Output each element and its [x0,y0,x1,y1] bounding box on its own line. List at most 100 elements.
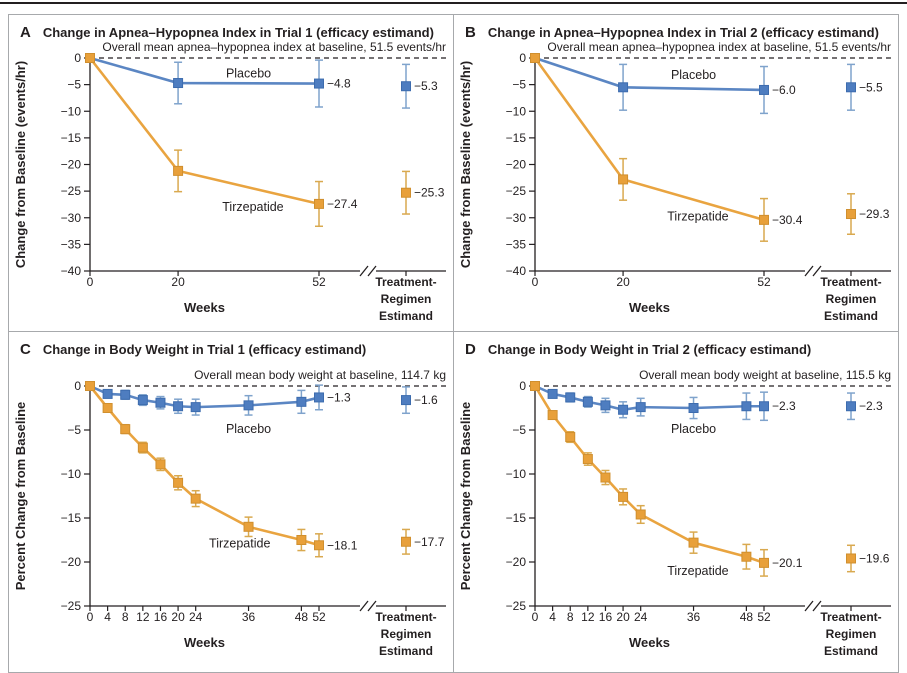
chart-a: Overall mean apnea–hypopnea index at bas… [13,40,446,323]
baseline-annotation: Overall mean apnea–hypopnea index at bas… [102,40,446,54]
panel-b-title: B Change in Apnea–Hypopnea Index in Trial… [465,24,879,41]
placebo-estimand-value-label: −1.6 [414,393,438,407]
x-tick-label: 12 [581,610,595,624]
y-tick-label: −25 [61,184,82,198]
x-tick-label: 0 [532,275,539,289]
y-tick-label: −20 [506,158,527,172]
x-tick-label: 4 [104,610,111,624]
y-tick-label: 0 [74,379,81,393]
y-tick-label: −30 [61,211,82,225]
y-tick-label: 0 [519,51,526,65]
x-tick-label: 12 [136,610,150,624]
tirzepatide-marker [618,491,629,502]
baseline-annotation: Overall mean apnea–hypopnea index at bas… [547,40,891,54]
x-tick-label: 0 [87,610,94,624]
tirzepatide-marker [618,174,629,185]
tirzepatide-marker [741,551,752,562]
x-tick-label: 48 [295,610,309,624]
placebo-line [534,384,764,412]
x-tick-label: 20 [171,610,185,624]
baseline-annotation: Overall mean body weight at baseline, 11… [639,368,891,382]
tirzepatide-marker [85,53,95,63]
tirzepatide-value-label: −20.1 [772,556,803,570]
baseline-annotation: Overall mean body weight at baseline, 11… [194,368,446,382]
y-tick-label: −5 [67,423,81,437]
placebo-value-label: −6.0 [772,83,796,97]
tirzepatide-marker [155,459,166,470]
tirzepatide-marker [296,535,307,545]
estimand-axis-label: Treatment- [375,275,436,289]
y-tick-label: 0 [519,379,526,393]
placebo-series-label: Placebo [671,68,716,82]
placebo-marker [741,401,752,412]
tirzepatide-marker [759,214,769,225]
axis-break-icon [367,600,377,612]
placebo-estimand-marker [401,81,411,92]
tirzepatide-value-label: −27.4 [327,197,358,211]
placebo-marker [314,78,324,89]
placebo-value-label: −1.3 [327,390,351,404]
placebo-marker [618,404,629,415]
tirzepatide-marker [102,403,113,413]
placebo-marker [173,78,184,89]
tirzepatide-marker [600,472,611,483]
tirzepatide-marker [530,381,540,391]
axis-break-icon [367,265,377,277]
y-tick-label: −40 [506,264,527,278]
placebo-marker [155,397,166,408]
y-tick-label: −10 [61,104,82,118]
y-tick-label: −35 [61,237,82,251]
estimand-axis-label: Estimand [824,644,878,658]
y-tick-label: 0 [74,51,81,65]
x-tick-label: 0 [532,610,539,624]
placebo-marker [759,401,769,412]
tirzepatide-estimand-value-label: −29.3 [859,207,890,221]
placebo-series-label: Placebo [226,422,271,436]
placebo-estimand-value-label: −5.5 [859,80,883,94]
y-axis-label: Percent Change from Baseline [458,402,473,591]
chart-c: Overall mean body weight at baseline, 11… [13,368,446,658]
tirzepatide-series-label: Tirzepatide [667,210,728,224]
placebo-marker [314,392,324,403]
tirzepatide-marker [547,410,558,421]
placebo-series-label: Placebo [671,422,716,436]
estimand-axis-label: Estimand [379,309,433,323]
panel-b: B Change in Apnea–Hypopnea Index in Trial… [453,14,899,331]
x-tick-label: 0 [87,275,94,289]
panel-b-title-text: Change in Apnea–Hypopnea Index in Trial … [487,25,879,40]
tirzepatide-estimand-value-label: −19.6 [859,551,890,565]
y-axis-label: Percent Change from Baseline [13,402,28,591]
tirzepatide-series-label: Tirzepatide [222,200,283,214]
x-tick-label: 4 [549,610,556,624]
tirzepatide-marker [314,540,324,551]
x-axis-label: Weeks [184,300,225,315]
panel-d-letter: D [465,341,476,358]
placebo-estimand-marker [846,401,856,412]
estimand-axis-label: Regimen [826,292,877,306]
x-tick-label: 20 [616,275,630,289]
y-tick-label: −30 [506,211,527,225]
placebo-marker [759,84,769,95]
x-tick-label: 52 [757,610,771,624]
panel-d-title-text: Change in Body Weight in Trial 2 (effica… [487,342,812,357]
placebo-marker [688,403,699,413]
x-tick-label: 36 [242,610,256,624]
placebo-line [89,56,320,85]
tirzepatide-marker [85,381,95,391]
y-tick-label: −25 [61,599,82,613]
tirzepatide-line [533,385,765,565]
tirzepatide-estimand-value-label: −17.7 [414,535,445,549]
y-tick-label: −15 [61,511,82,525]
tirzepatide-marker [565,432,576,443]
x-tick-label: 20 [616,610,630,624]
panel-a-letter: A [20,24,31,41]
panel-c-letter: C [20,341,31,358]
panel-b-letter: B [465,24,476,41]
y-tick-label: −10 [61,467,82,481]
panel-c-title-text: Change in Body Weight in Trial 1 (effica… [42,342,367,357]
y-tick-label: −10 [506,104,527,118]
chart-d: Overall mean body weight at baseline, 11… [458,368,891,658]
axis-break-icon [812,265,822,277]
tirzepatide-estimand-marker [401,187,411,198]
